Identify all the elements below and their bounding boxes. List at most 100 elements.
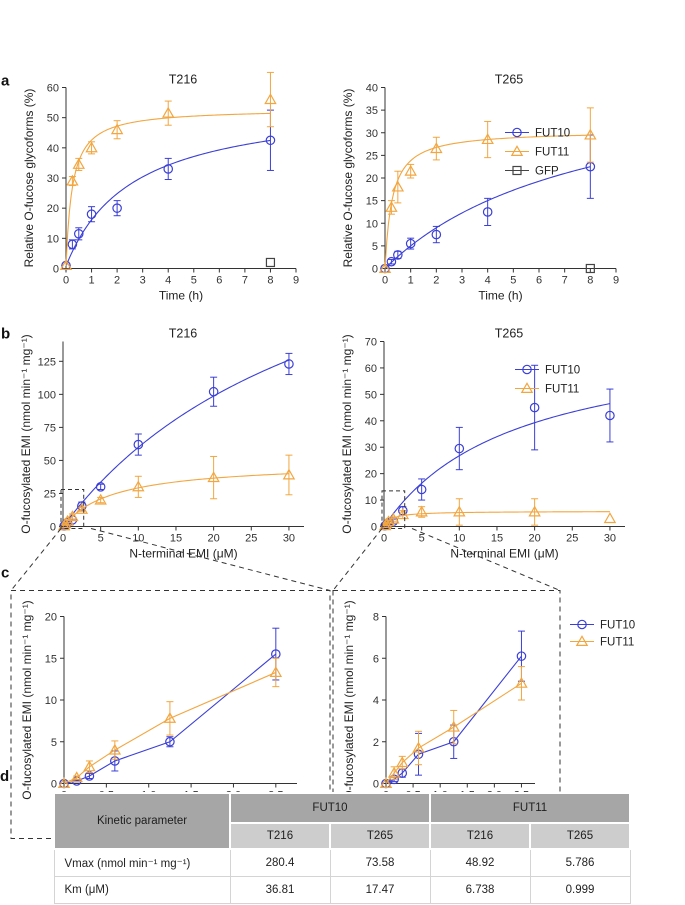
- fut11-data-point: [447, 720, 460, 732]
- fut10-data-point: [112, 203, 122, 213]
- table-row-km: Km (μM) 36.81 17.47 6.738 0.999: [53, 875, 631, 904]
- y-tick-label: 20: [45, 612, 57, 624]
- y-tick-label: 40: [366, 83, 378, 95]
- fut10-data-point: [393, 250, 403, 260]
- x-tick-label: 4: [485, 275, 491, 287]
- panel-label-a: a: [1, 73, 10, 90]
- fut11-data-point: [603, 512, 617, 524]
- y-axis-label: Relative O-fucose glycoforms (%): [22, 89, 36, 268]
- y-tick-label: 30: [365, 442, 377, 454]
- kinetic-parameter-table: Kinetic parameter FUT10 FUT11 T216 T265 …: [53, 792, 632, 904]
- header-fut11: FUT11: [428, 792, 632, 824]
- fut11-data-point: [108, 743, 122, 755]
- y-tick-label: 35: [366, 105, 378, 117]
- y-tick-label: 6: [373, 653, 379, 665]
- x-tick-label: 10: [453, 533, 465, 545]
- legend-label-gfp: GFP: [535, 166, 559, 178]
- fut10-data-point: [482, 207, 493, 217]
- y-tick-label: 15: [366, 196, 378, 208]
- chart-title: T216: [169, 73, 198, 87]
- fut10-data-point: [431, 229, 442, 240]
- y-tick-label: 5: [372, 241, 378, 253]
- y-tick-label: 50: [44, 455, 56, 467]
- y-axis-label: O-fucosylated EMI (nmol min⁻¹ mg⁻¹): [19, 334, 33, 533]
- chart-title: T265: [495, 327, 524, 341]
- fut11-data-point: [396, 756, 409, 768]
- fut11-data-point: [391, 180, 405, 192]
- gfp-data-point: [265, 257, 276, 268]
- fut10-data-point: [405, 238, 416, 249]
- y-tick-label: 0: [51, 779, 57, 791]
- fut10-data-point: [133, 439, 144, 450]
- zoom-guide-right-a: [332, 528, 383, 591]
- x-tick-label: 5: [419, 533, 425, 545]
- y-tick-label: 60: [365, 363, 377, 375]
- subheader-fut11-t216: T216: [429, 822, 531, 850]
- y-tick-label: 8: [373, 612, 379, 624]
- fut11-data-point: [430, 142, 443, 154]
- fut11-data-point: [404, 164, 417, 176]
- chart-c-t265-zoom: 00.51.01.52.02.502468N-terminal EMI (μM)…: [342, 600, 635, 817]
- y-tick-label: 75: [44, 422, 56, 434]
- legend-label-fut10: FUT10: [545, 365, 580, 377]
- subheader-fut10-t265: T265: [329, 822, 431, 850]
- chart-c-t216-zoom: 00.51.01.52.02.505101520N-terminal EMI (…: [20, 600, 297, 818]
- fut11-data-point: [515, 676, 528, 688]
- fut10-data-point: [516, 651, 527, 661]
- x-tick-label: 30: [283, 533, 295, 545]
- x-tick-label: 1: [88, 275, 94, 287]
- legend-label-fut10: FUT10: [535, 128, 570, 140]
- fut11-data-point: [264, 93, 277, 105]
- zoom-frame-left: [10, 590, 331, 839]
- y-tick-label: 10: [45, 695, 57, 707]
- km-fut11-t265: 0.999: [529, 875, 631, 904]
- x-axis-label: N-terminal EMI (μM): [450, 547, 558, 561]
- fut11-data-point: [59, 517, 72, 529]
- y-tick-label: 5: [51, 737, 57, 749]
- fut10-data-point: [95, 482, 106, 492]
- y-tick-label: 100: [38, 389, 56, 401]
- gfp-data-point: [585, 263, 595, 274]
- km-fut10-t216: 36.81: [229, 875, 331, 904]
- x-tick-label: 0: [381, 533, 387, 545]
- legend-marker-fut11: [520, 382, 534, 393]
- panel-label-d: d: [0, 768, 10, 785]
- fut11-data-point: [453, 505, 466, 517]
- x-tick-label: 6: [536, 275, 542, 287]
- x-tick-label: 6: [216, 275, 222, 287]
- y-axis-label: O-fucosylated EMI (nmol min⁻¹ mg⁻¹): [342, 600, 356, 799]
- x-tick-label: 7: [562, 275, 568, 287]
- fut10-data-point: [165, 736, 175, 747]
- zoom-region-box: [381, 490, 406, 530]
- fut10-data-point: [208, 386, 219, 397]
- x-tick-label: 0: [382, 275, 388, 287]
- subheader-fut10-t216: T216: [229, 822, 331, 850]
- x-tick-label: 0: [60, 533, 66, 545]
- legend-label-fut11: FUT11: [535, 147, 569, 159]
- fut11-data-point: [83, 760, 96, 772]
- x-tick-label: 5: [98, 533, 104, 545]
- fut11-data-point: [161, 106, 175, 118]
- x-axis-label: Time (h): [159, 289, 203, 303]
- panel-label-c: c: [1, 565, 9, 582]
- x-tick-label: 30: [604, 533, 616, 545]
- subheader-fut11-t265: T265: [528, 822, 632, 850]
- y-tick-label: 0: [373, 779, 379, 791]
- legend-marker-fut11: [575, 635, 589, 647]
- fut11-data-point: [85, 141, 98, 153]
- y-tick-label: 25: [366, 150, 378, 162]
- zoom-region-box: [60, 489, 85, 529]
- fut10-data-point: [386, 256, 397, 267]
- x-tick-label: 3: [140, 275, 146, 287]
- y-tick-label: 20: [365, 469, 377, 481]
- chart-title: T216: [169, 327, 198, 341]
- vmax-fut11-t265: 5.786: [529, 848, 631, 877]
- fut11-data-point: [207, 471, 220, 483]
- fut11-data-point: [59, 259, 73, 270]
- x-tick-label: 4: [165, 275, 171, 287]
- fut11-data-point: [70, 771, 83, 783]
- fut11-data-point: [269, 666, 283, 677]
- y-axis-label: O-fucosylated EMI (nmol min⁻¹ mg⁻¹): [20, 600, 34, 799]
- fut10-data-point: [454, 443, 465, 454]
- fut10-series-line: [385, 655, 522, 784]
